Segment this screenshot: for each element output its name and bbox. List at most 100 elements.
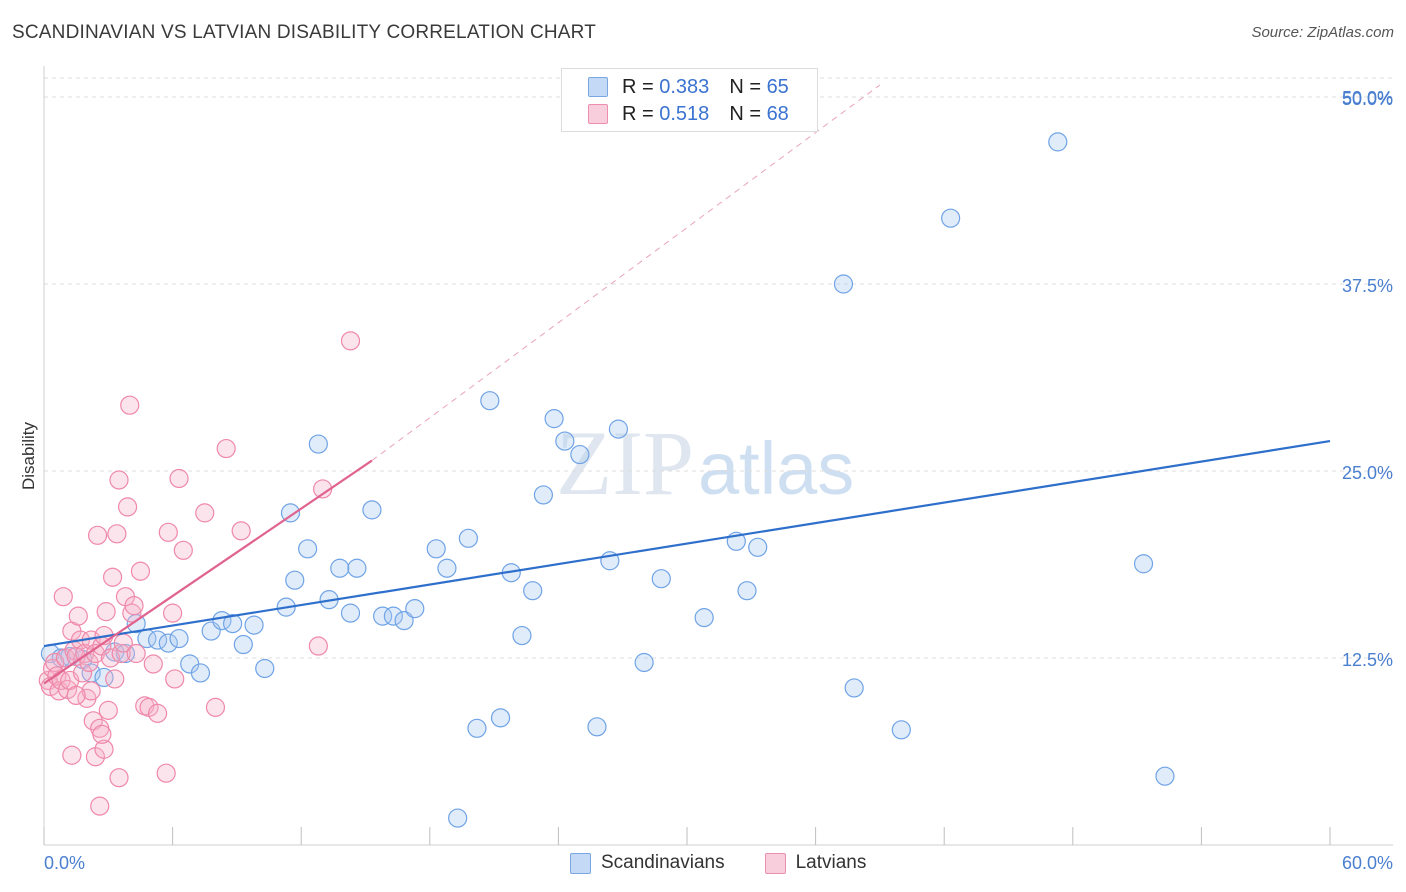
- stats-legend: R = 0.383 N = 65 R = 0.518 N = 68: [561, 68, 818, 132]
- scandinavian-point: [308, 434, 328, 454]
- scandinavian-point: [340, 603, 361, 623]
- trend-lines: [43, 84, 1331, 685]
- latvian-point: [308, 636, 328, 656]
- scandinavians-points: [40, 132, 1175, 828]
- scandinavian-point: [383, 606, 403, 626]
- scandinavian-point: [634, 652, 654, 673]
- latvian-point: [72, 663, 93, 683]
- latvian-point: [107, 524, 127, 544]
- scandinavian-point: [1048, 132, 1068, 152]
- latvian-point: [90, 796, 110, 816]
- scandinavian-point: [941, 208, 961, 228]
- legend-swatch-scandinavians: [570, 852, 591, 874]
- legend-item-scandinavians[interactable]: Scandinavians: [570, 852, 725, 874]
- scandinavian-point: [512, 625, 532, 646]
- scandinavian-point: [480, 391, 500, 411]
- latvian-point: [81, 681, 101, 701]
- latvian-point: [158, 522, 178, 542]
- scandinavian-point: [330, 558, 350, 578]
- legend-row-latvians: R = 0.518 N = 68: [588, 101, 789, 127]
- scandinavian-point: [490, 708, 511, 728]
- chart-title: SCANDINAVIAN VS LATVIAN DISABILITY CORRE…: [12, 22, 597, 43]
- legend-r-label: R =: [622, 75, 660, 98]
- legend-row-scandinavians: R = 0.383 N = 65: [588, 74, 789, 100]
- gridlines: [44, 77, 1393, 659]
- scandinavian-point: [426, 539, 446, 559]
- scandinavian-point: [394, 610, 414, 631]
- scandinavian-point: [233, 634, 253, 655]
- scandinavian-point: [1133, 554, 1154, 574]
- latvian-point: [130, 561, 151, 581]
- y-tick-label: 25.0%: [1342, 463, 1393, 483]
- scandinavian-point: [533, 485, 553, 505]
- latvian-point: [109, 768, 129, 788]
- latvian-point: [102, 567, 123, 587]
- latvian-point: [109, 470, 129, 490]
- latvian-point: [83, 711, 103, 731]
- y-tick-label: 50.0%: [1342, 88, 1393, 108]
- scandinavian-point: [587, 717, 607, 737]
- scandinavian-point: [285, 570, 305, 590]
- latvian-point: [163, 603, 183, 623]
- scandinavian-point: [169, 628, 189, 649]
- latvian-point: [92, 724, 112, 744]
- latvians-points: [38, 331, 361, 816]
- scandinavian-point: [833, 274, 854, 294]
- legend-r-label: R =: [622, 102, 660, 125]
- scandinavian-point: [347, 558, 367, 578]
- scandinavian-point: [448, 808, 468, 828]
- scandinavians-trend-line: [43, 439, 1331, 648]
- scandinavian-point: [437, 558, 457, 578]
- latvian-point: [169, 468, 189, 489]
- x-tick-label: 0.0%: [44, 853, 85, 873]
- tick-labels: 12.5%25.0%37.5%50.0%50.0%0.0% 60.0%: [44, 88, 1393, 873]
- latvian-point: [165, 669, 185, 689]
- scandinavian-point: [458, 528, 478, 548]
- latvian-point: [231, 521, 251, 541]
- latvian-point: [216, 438, 236, 459]
- scandinavian-point: [544, 409, 564, 429]
- scandinavian-point: [223, 613, 243, 634]
- scandinavian-point: [555, 431, 575, 451]
- latvian-point: [156, 763, 176, 783]
- latvian-point: [143, 654, 163, 674]
- latvians-trend-line: [43, 459, 373, 685]
- latvian-point: [98, 700, 118, 720]
- scandinavian-point: [362, 500, 382, 520]
- scandinavian-point: [255, 658, 275, 679]
- latvian-point: [66, 685, 86, 706]
- legend-r-value: 0.518: [659, 102, 710, 125]
- latvian-point: [147, 703, 168, 723]
- latvian-point: [117, 497, 138, 517]
- legend-label-latvians: Latvians: [795, 852, 867, 873]
- scandinavian-point: [373, 606, 393, 626]
- scandinavian-point: [467, 718, 487, 738]
- latvian-point: [68, 606, 88, 626]
- y-axis-title: Disability: [19, 421, 38, 490]
- scandinavian-point: [244, 615, 264, 635]
- latvian-point: [87, 525, 108, 545]
- x-tick-label: 60.0%: [1342, 853, 1393, 873]
- scandinavian-point: [891, 720, 911, 740]
- latvian-point: [105, 669, 125, 689]
- scandinavian-point: [523, 581, 543, 601]
- latvian-point: [53, 587, 73, 607]
- latvians-trend-extension: [371, 84, 881, 461]
- legend-n-label: N =: [729, 102, 767, 125]
- legend-swatch-latvians: [588, 104, 608, 124]
- scandinavian-point: [694, 608, 714, 628]
- scandinavian-point: [280, 503, 301, 523]
- legend-item-latvians[interactable]: Latvians: [764, 852, 867, 874]
- latvian-point: [62, 745, 82, 765]
- legend-label-scandinavians: Scandinavians: [601, 852, 725, 873]
- legend-swatch-latvians: [764, 852, 786, 874]
- legend-r-value: 0.383: [659, 75, 710, 98]
- y-tick-label: 50.0%: [1342, 89, 1393, 109]
- y-tick-label: 12.5%: [1342, 650, 1393, 670]
- latvian-point: [340, 331, 361, 351]
- legend-n-label: N =: [729, 75, 767, 98]
- axes: [43, 66, 1393, 846]
- scandinavian-point: [405, 599, 425, 619]
- scandinavian-point: [737, 581, 757, 601]
